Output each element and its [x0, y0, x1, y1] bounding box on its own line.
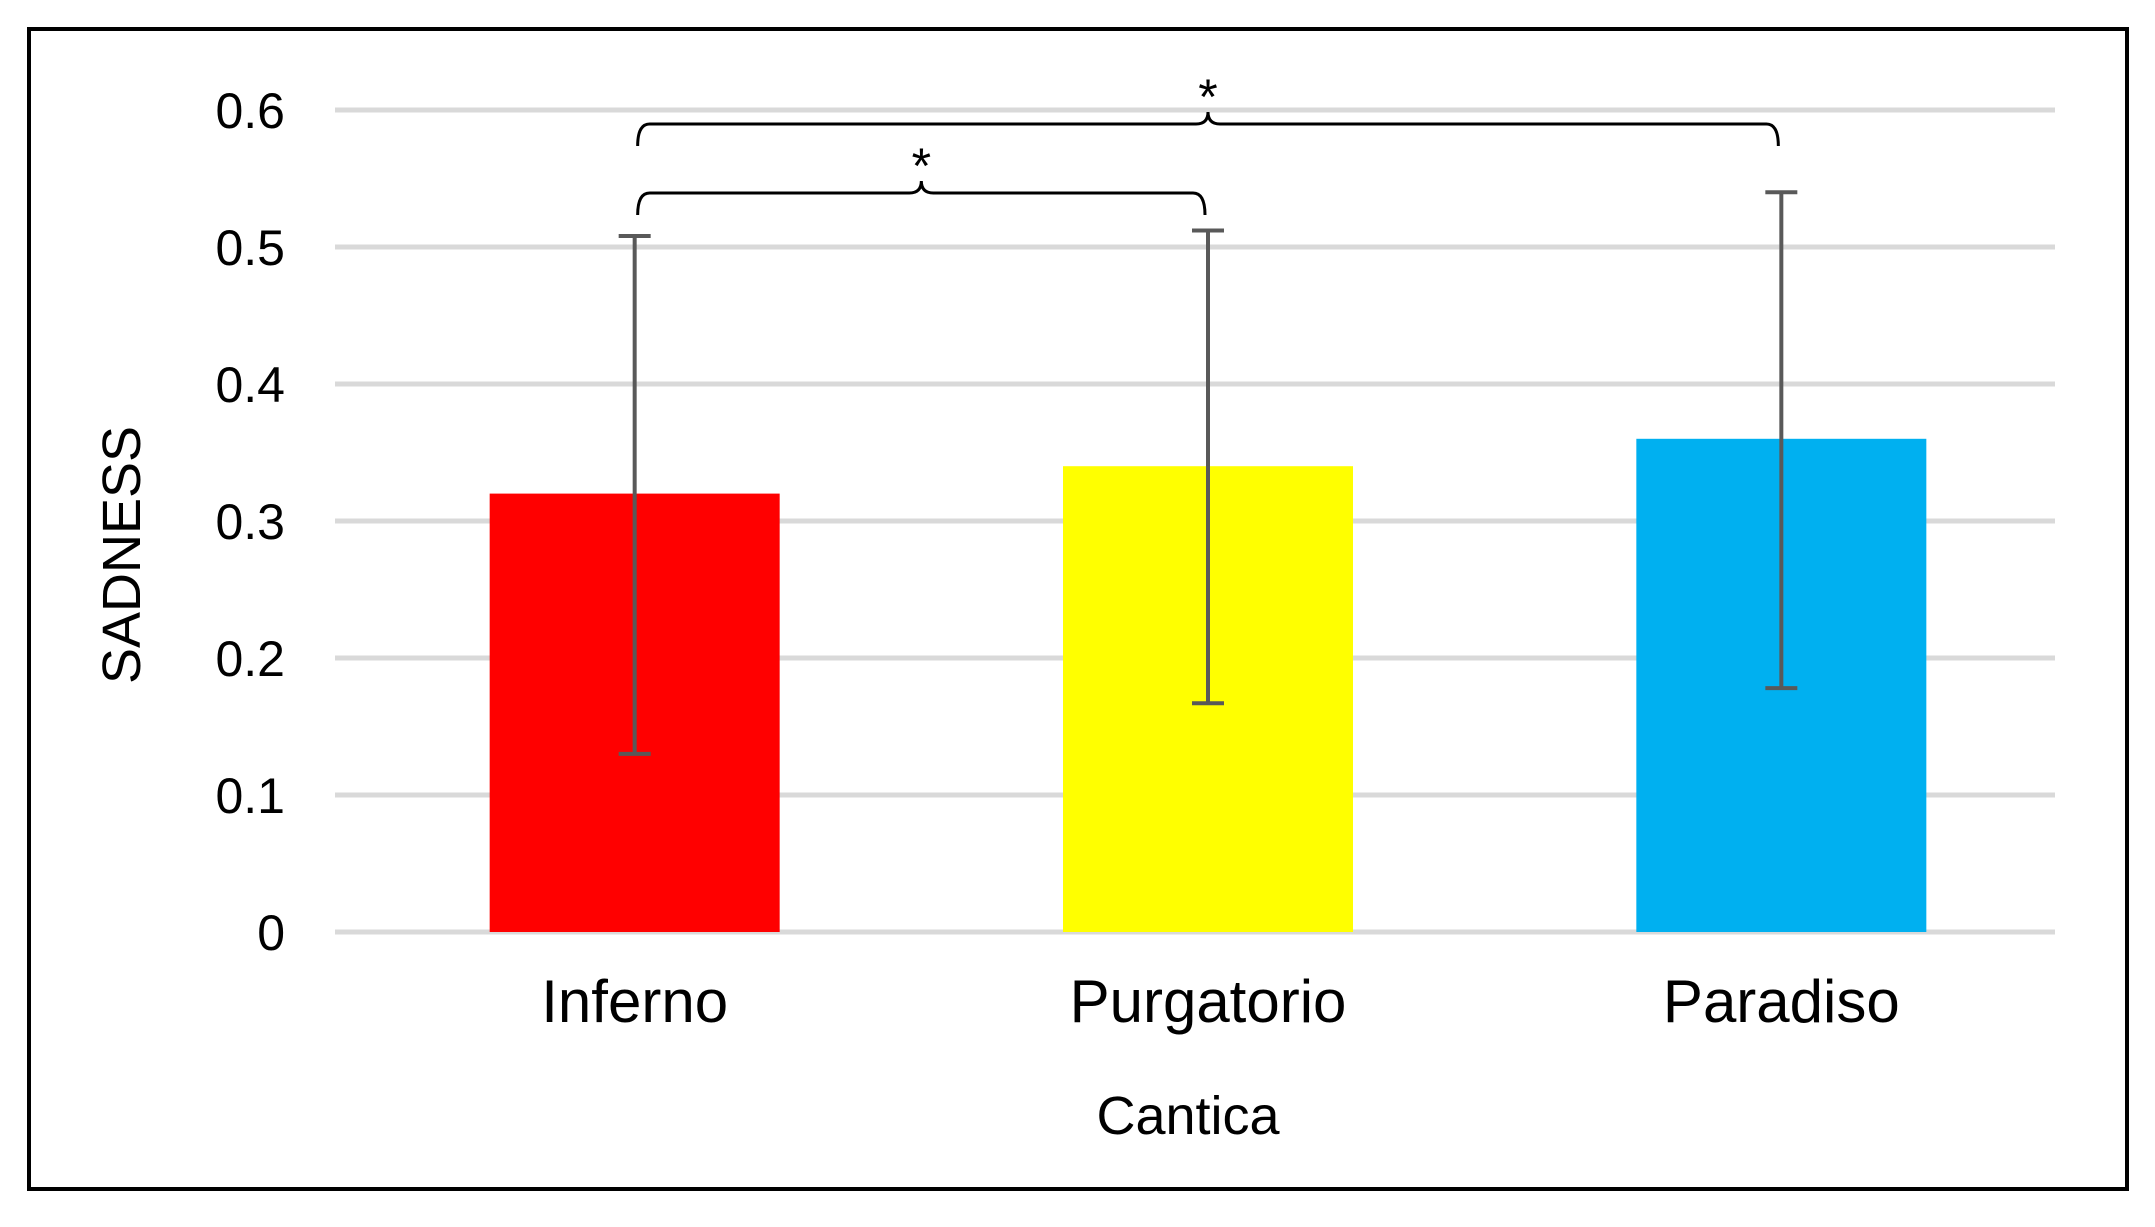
error-bar-inferno	[618, 234, 651, 756]
x-axis-ticks: Inferno Purgatorio Paradiso	[541, 968, 1899, 1035]
x-axis-label: Cantica	[1096, 1086, 1280, 1146]
significance-bracket: *	[636, 69, 1780, 147]
error-bars	[618, 190, 1798, 756]
y-tick-label: 0	[257, 905, 285, 961]
significance-brackets: **	[636, 69, 1780, 216]
y-axis-label: SADNESS	[92, 426, 152, 684]
y-tick-label: 0.4	[215, 357, 285, 413]
y-tick-label: 0.3	[215, 494, 285, 550]
x-tick-label-paradiso: Paradiso	[1663, 968, 1900, 1035]
bracket-line	[636, 111, 1780, 147]
y-tick-label: 0.6	[215, 83, 285, 139]
significance-star: *	[1198, 69, 1217, 125]
x-tick-label-inferno: Inferno	[541, 968, 728, 1035]
y-tick-label: 0.1	[215, 768, 285, 824]
significance-bracket: *	[636, 138, 1207, 216]
bracket-line	[636, 180, 1207, 216]
y-axis-ticks: 0 0.1 0.2 0.3 0.4 0.5 0.6	[215, 83, 285, 961]
y-tick-label: 0.2	[215, 631, 285, 687]
error-bar-paradiso	[1765, 190, 1798, 691]
y-tick-label: 0.5	[215, 220, 285, 276]
significance-star: *	[912, 138, 931, 194]
x-tick-label-purgatorio: Purgatorio	[1070, 968, 1347, 1035]
error-bar-purgatorio	[1192, 228, 1224, 706]
